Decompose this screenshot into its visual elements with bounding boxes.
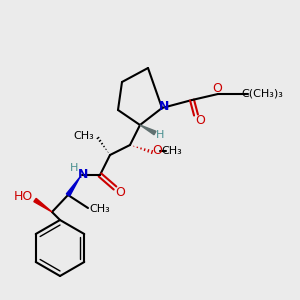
Text: H: H — [70, 163, 78, 173]
Polygon shape — [66, 177, 80, 196]
Text: H: H — [156, 130, 164, 140]
Text: HO: HO — [14, 190, 33, 202]
Text: CH₃: CH₃ — [162, 146, 182, 156]
Text: O: O — [115, 187, 125, 200]
Text: N: N — [78, 167, 88, 181]
Polygon shape — [140, 125, 156, 135]
Text: CH₃: CH₃ — [90, 204, 110, 214]
Text: N: N — [159, 100, 169, 112]
Polygon shape — [34, 198, 52, 212]
Text: O: O — [212, 82, 222, 94]
Text: CH₃: CH₃ — [74, 131, 94, 141]
Text: C(CH₃)₃: C(CH₃)₃ — [241, 89, 283, 99]
Text: O: O — [195, 113, 205, 127]
Text: O: O — [152, 145, 162, 158]
